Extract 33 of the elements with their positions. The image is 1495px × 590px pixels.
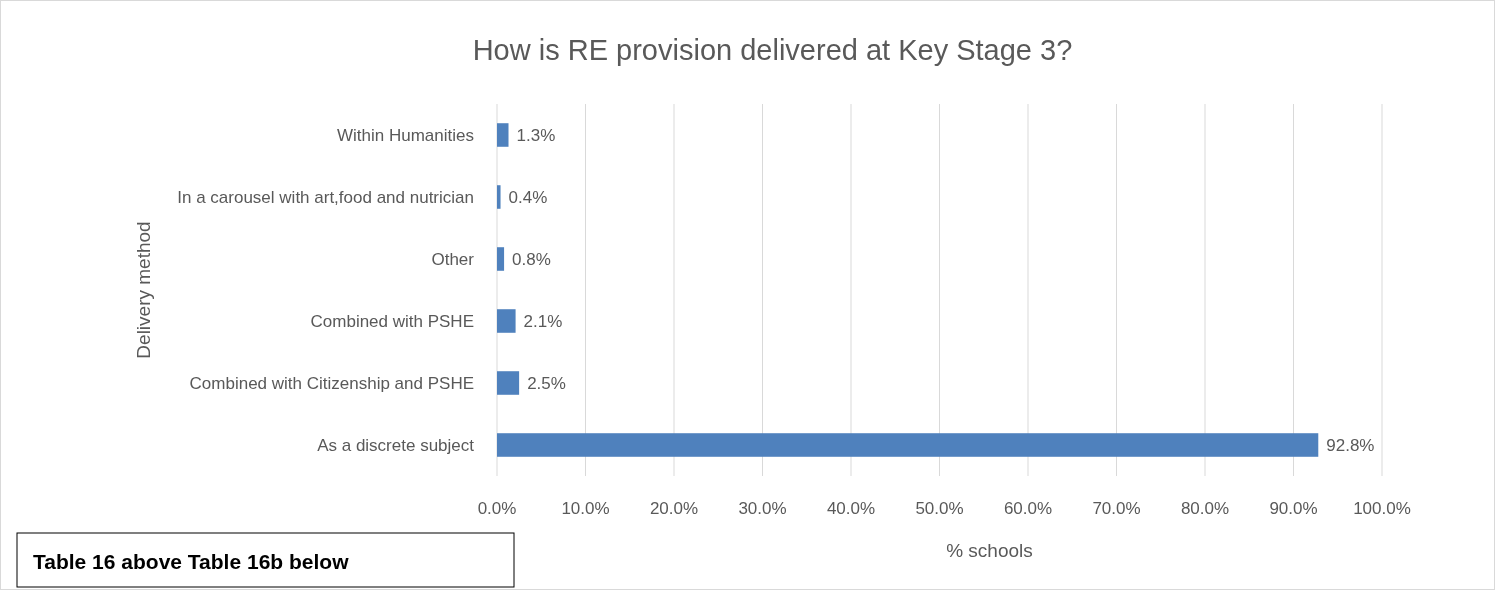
y-tick-label: Combined with Citizenship and PSHE: [189, 373, 474, 393]
chart-title: How is RE provision delivered at Key Stage 3?: [472, 34, 1073, 66]
bar: [497, 247, 505, 271]
bar: [497, 185, 501, 209]
x-tick-label: 100.0%: [1353, 499, 1411, 518]
y-tick-label: In a carousel with art,food and nutrician: [177, 187, 474, 207]
y-axis-title: Delivery method: [133, 221, 154, 359]
data-label: 1.3%: [516, 125, 556, 145]
bar: [497, 433, 1319, 457]
x-tick-label: 30.0%: [738, 499, 787, 518]
x-tick-label: 40.0%: [826, 499, 876, 518]
x-tick-label: 50.0%: [915, 499, 964, 518]
data-label: 2.1%: [523, 311, 563, 331]
data-label: 0.8%: [512, 249, 551, 269]
bar: [497, 123, 509, 147]
x-tick-label: 10.0%: [561, 499, 610, 518]
y-tick-label: Other: [431, 249, 475, 269]
bar: [497, 371, 520, 395]
x-tick-label: 80.0%: [1180, 499, 1230, 518]
x-tick-label: 20.0%: [649, 499, 699, 518]
caption: Table 16 above Table 16b below: [33, 550, 350, 573]
y-tick-label: Combined with PSHE: [310, 311, 474, 331]
y-tick-label: Within Humanities: [337, 125, 474, 145]
x-tick-label: 90.0%: [1269, 499, 1318, 518]
y-tick-label: As a discrete subject: [317, 435, 475, 455]
x-axis-title: % schools: [946, 540, 1033, 561]
x-tick-label: 60.0%: [1003, 499, 1053, 518]
x-tick-label: 0.0%: [477, 499, 517, 518]
data-label: 0.4%: [508, 187, 548, 207]
data-label: 2.5%: [527, 373, 566, 393]
bar: [497, 309, 516, 333]
x-tick-label: 70.0%: [1092, 499, 1141, 518]
data-label: 92.8%: [1326, 435, 1375, 455]
